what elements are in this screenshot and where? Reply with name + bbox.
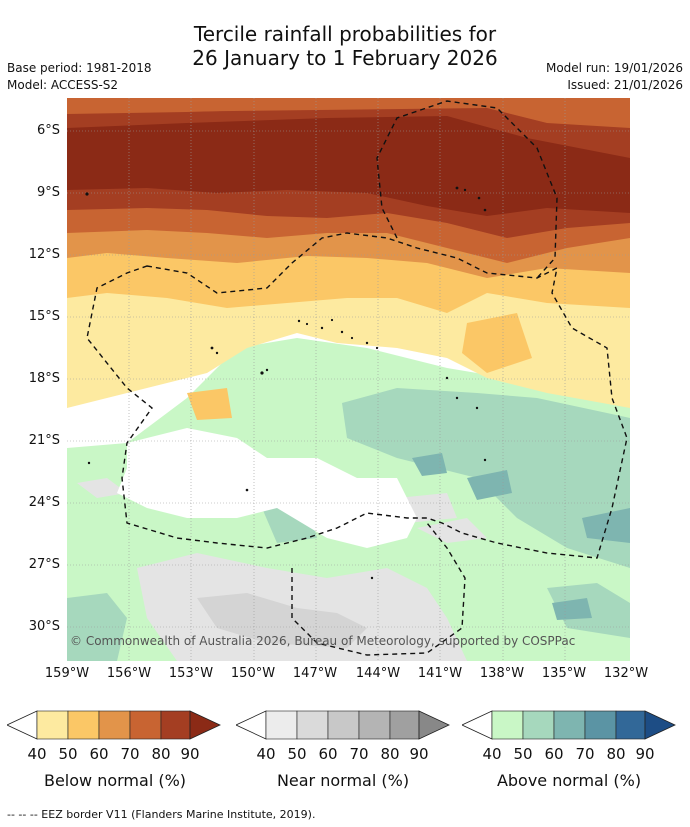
lon-label: 144°W <box>355 666 401 681</box>
model-run: Model run: 19/01/2026 <box>545 61 683 75</box>
colorbar-below-tick: 50 <box>58 745 78 763</box>
colorbar-near-swatch <box>327 710 360 740</box>
colorbar-below-swatch <box>98 710 131 740</box>
colorbar-near-tick: 90 <box>409 745 429 763</box>
colorbar-near-swatch <box>265 710 298 740</box>
colorbar-above-swatch <box>522 710 555 740</box>
colorbar-below-tick: 80 <box>151 745 171 763</box>
lon-label: 150°W <box>230 666 276 681</box>
colorbar-near-tick: 60 <box>318 745 338 763</box>
colorbar-near-tick: 40 <box>256 745 276 763</box>
region-below-90 <box>67 116 630 216</box>
colorbar-below-high-arrow <box>189 710 221 740</box>
lon-label: 159°W <box>44 666 90 681</box>
meta-right: Model run: 19/01/2026 Issued: 21/01/2026 <box>546 60 683 94</box>
colorbar-above-swatch <box>615 710 646 740</box>
lat-label: 12°S <box>28 247 60 262</box>
title-line-1: Tercile rainfall probabilities for <box>193 22 497 46</box>
colorbar-below-swatch <box>129 710 162 740</box>
colorbar-above-tick: 70 <box>575 745 595 763</box>
lat-label: 9°S <box>36 185 60 200</box>
title-line-2: 26 January to 1 February 2026 <box>192 46 498 70</box>
colorbar-below-tick: 60 <box>89 745 109 763</box>
meta-left: Base period: 1981-2018 Model: ACCESS-S2 <box>7 60 152 94</box>
islands <box>85 186 487 580</box>
colorbar-above <box>462 710 676 740</box>
model-name: Model: ACCESS-S2 <box>7 78 119 92</box>
lat-label: 15°S <box>28 309 60 324</box>
colorbar-above-tick: 90 <box>635 745 655 763</box>
colorbar-below-swatch <box>36 710 69 740</box>
colorbar-near <box>236 710 450 740</box>
lat-label: 21°S <box>28 433 60 448</box>
region-below-50-patch <box>187 313 532 420</box>
colorbar-near-tick: 70 <box>349 745 369 763</box>
lat-label: 24°S <box>28 495 60 510</box>
colorbar-below-swatch <box>160 710 191 740</box>
region-above-60-sw <box>552 598 592 620</box>
lon-label: 132°W <box>603 666 649 681</box>
colorbar-near-swatch <box>389 710 420 740</box>
colorbar-below-tick: 70 <box>120 745 140 763</box>
map-title: Tercile rainfall probabilities for 26 Ja… <box>0 22 690 70</box>
region-white <box>117 428 417 548</box>
lon-label: 153°W <box>168 666 214 681</box>
colorbar-below-title: Below normal (%) <box>43 771 187 790</box>
colorbar-above-swatch <box>553 710 586 740</box>
lon-label: 138°W <box>479 666 525 681</box>
region-below-70-top <box>67 98 630 116</box>
eez-border-french-polynesia <box>86 232 628 559</box>
lon-label: 147°W <box>292 666 338 681</box>
base-period: Base period: 1981-2018 <box>7 61 152 75</box>
colorbar-below <box>7 710 221 740</box>
issued-date: Issued: 21/01/2026 <box>567 78 683 92</box>
copyright-notice: © Commonwealth of Australia 2026, Bureau… <box>70 634 576 648</box>
colorbar-above-swatch <box>584 710 617 740</box>
lon-label: 156°W <box>106 666 152 681</box>
colorbar-above-tick: 50 <box>513 745 533 763</box>
colorbar-near-tick: 80 <box>380 745 400 763</box>
colorbar-below-tick: 40 <box>27 745 47 763</box>
colorbar-above-tick: 40 <box>482 745 502 763</box>
colorbar-above-low-arrow <box>462 710 493 740</box>
lat-label: 18°S <box>28 371 60 386</box>
colorbar-near-swatch <box>358 710 391 740</box>
colorbar-near-title: Near normal (%) <box>276 771 410 790</box>
lat-label: 6°S <box>36 123 60 138</box>
grid <box>67 98 630 661</box>
colorbar-near-tick: 50 <box>287 745 307 763</box>
lon-label: 141°W <box>417 666 463 681</box>
colorbar-near-low-arrow <box>236 710 267 740</box>
colorbar-near-high-arrow <box>418 710 450 740</box>
colorbar-above-title: Above normal (%) <box>496 771 642 790</box>
colorbar-above-tick: 80 <box>606 745 626 763</box>
colorbar-below-low-arrow <box>7 710 38 740</box>
colorbar-below-swatch <box>67 710 100 740</box>
region-near-40 <box>137 553 467 661</box>
lat-label: 30°S <box>28 619 60 634</box>
probability-map <box>67 98 630 661</box>
colorbar-above-high-arrow <box>644 710 676 740</box>
region-near-50 <box>197 593 367 648</box>
colorbar-below-tick: 90 <box>180 745 200 763</box>
eez-border-north <box>376 100 558 279</box>
colorbar-above-tick: 60 <box>544 745 564 763</box>
lat-label: 27°S <box>28 557 60 572</box>
colorbar-near-swatch <box>296 710 329 740</box>
lon-label: 135°W <box>541 666 587 681</box>
eez-footnote: -- -- -- EEZ border V11 (Flanders Marine… <box>7 808 316 821</box>
region-above-60 <box>412 453 630 543</box>
colorbar-above-swatch <box>491 710 524 740</box>
